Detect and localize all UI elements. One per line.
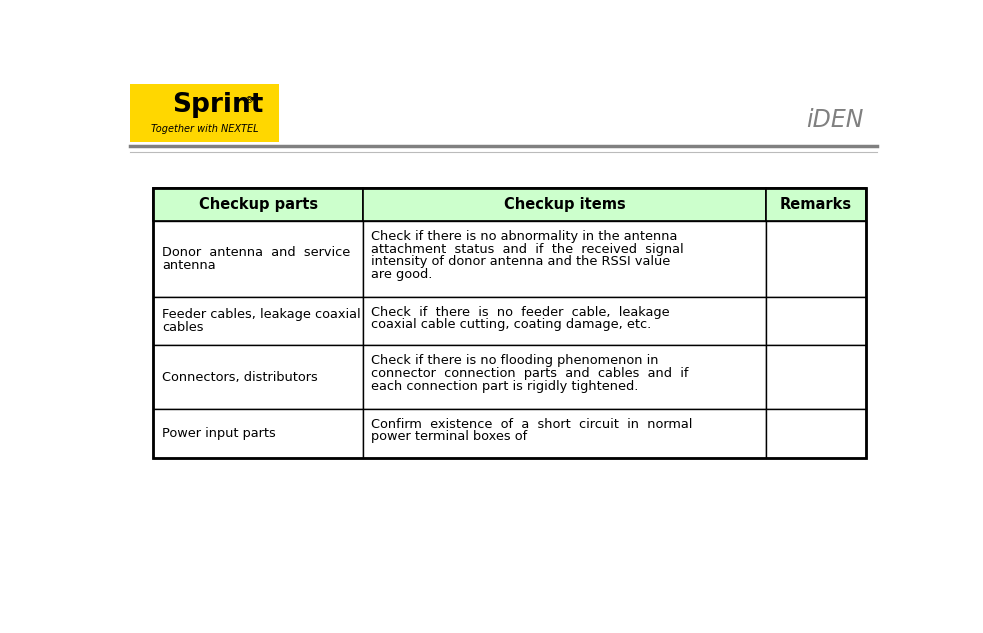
Text: power terminal boxes of: power terminal boxes of [372,430,532,443]
Text: Feeder cables, leakage coaxial: Feeder cables, leakage coaxial [162,308,361,322]
Bar [131,84,279,142]
Bar [364,409,766,458]
Text: Donor  antenna  and  service: Donor antenna and service [162,246,351,259]
Text: attachment  status  and  if  the  received  signal: attachment status and if the received si… [372,242,684,256]
Text: Check if there is no abnormality in the antenna: Check if there is no abnormality in the … [372,230,677,243]
Text: coaxial cable cutting, coating damage, etc.: coaxial cable cutting, coating damage, e… [372,318,652,331]
Bar [766,297,866,346]
Text: Connectors, distributors: Connectors, distributors [162,371,318,384]
Text: antenna: antenna [162,259,216,272]
Text: Check  if  there  is  no  feeder  cable,  leakage: Check if there is no feeder cable, leaka… [372,306,669,318]
Text: Power input parts: Power input parts [162,427,276,440]
Bar [766,188,866,221]
Bar [153,346,364,409]
Text: Confirm  existence  of  a  short  circuit  in  normal: Confirm existence of a short circuit in … [372,418,692,430]
Text: Checkup items: Checkup items [504,197,625,212]
Text: Checkup parts: Checkup parts [199,197,318,212]
Bar [153,188,866,458]
Text: Check if there is no flooding phenomenon in: Check if there is no flooding phenomenon… [372,354,659,367]
Bar [766,409,866,458]
Text: Together with NEXTEL: Together with NEXTEL [151,124,259,134]
Bar [153,297,364,346]
Text: Sprint: Sprint [172,92,263,118]
Text: Remarks: Remarks [780,197,852,212]
Bar [153,221,364,297]
Text: iDEN: iDEN [806,108,863,132]
Text: are good.: are good. [372,268,433,281]
Bar [766,221,866,297]
Bar [364,188,766,221]
Bar [364,221,766,297]
Text: ®: ® [245,96,254,105]
Text: intensity of donor antenna and the RSSI value: intensity of donor antenna and the RSSI … [372,255,670,268]
Bar [364,346,766,409]
Text: each connection part is rigidly tightened.: each connection part is rigidly tightene… [372,380,639,392]
Text: cables: cables [162,321,204,334]
Text: connector  connection  parts  and  cables  and  if: connector connection parts and cables an… [372,367,689,380]
Bar [153,409,364,458]
Bar [766,346,866,409]
Bar [364,297,766,346]
Bar [153,188,364,221]
